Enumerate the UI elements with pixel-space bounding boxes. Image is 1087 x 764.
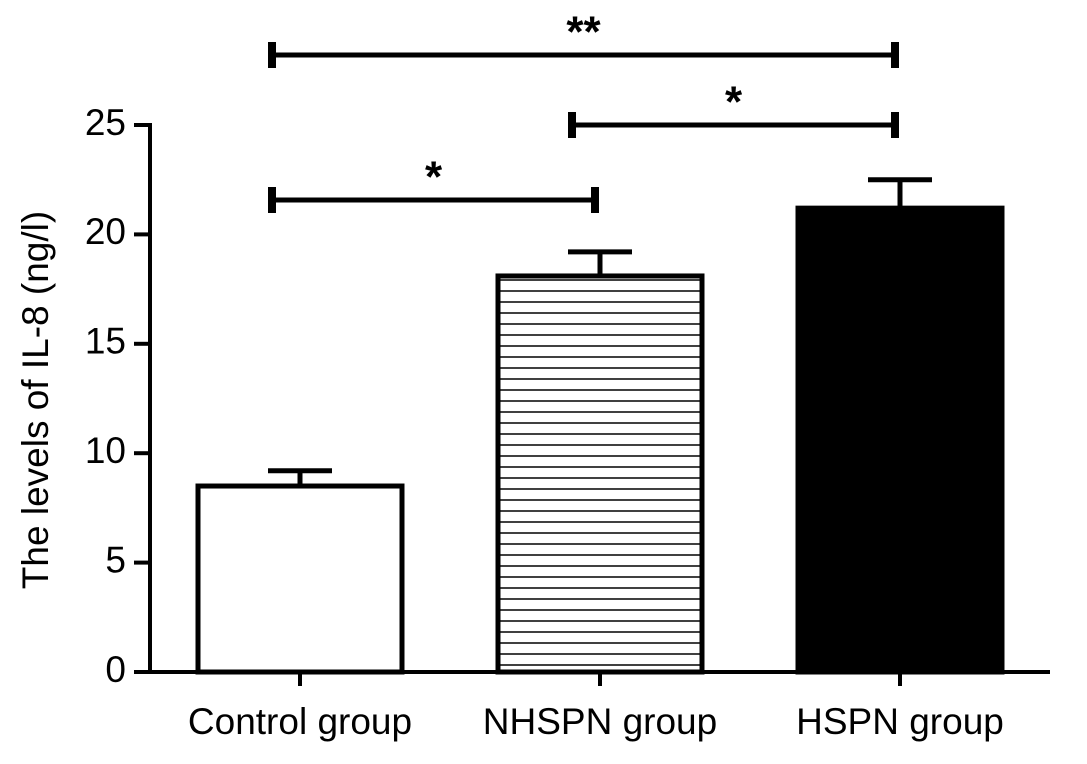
y-tick-label: 5 — [105, 539, 126, 580]
significance-label: ** — [566, 8, 601, 57]
x-tick-label: NHSPN group — [483, 701, 717, 742]
x-tick-label: Control group — [188, 701, 412, 742]
bar — [195, 483, 405, 675]
y-tick-label: 15 — [85, 321, 126, 362]
y-tick-label: 25 — [85, 102, 126, 143]
y-tick-label: 0 — [105, 649, 126, 690]
significance-label: * — [725, 78, 743, 127]
y-tick-label: 20 — [85, 211, 126, 252]
bar — [795, 205, 1005, 675]
y-tick-label: 10 — [85, 430, 126, 471]
x-tick-label: HSPN group — [796, 701, 1004, 742]
y-axis-title: The levels of IL-8 (ng/l) — [15, 211, 56, 589]
significance-label: * — [425, 153, 443, 202]
bar — [495, 273, 705, 675]
